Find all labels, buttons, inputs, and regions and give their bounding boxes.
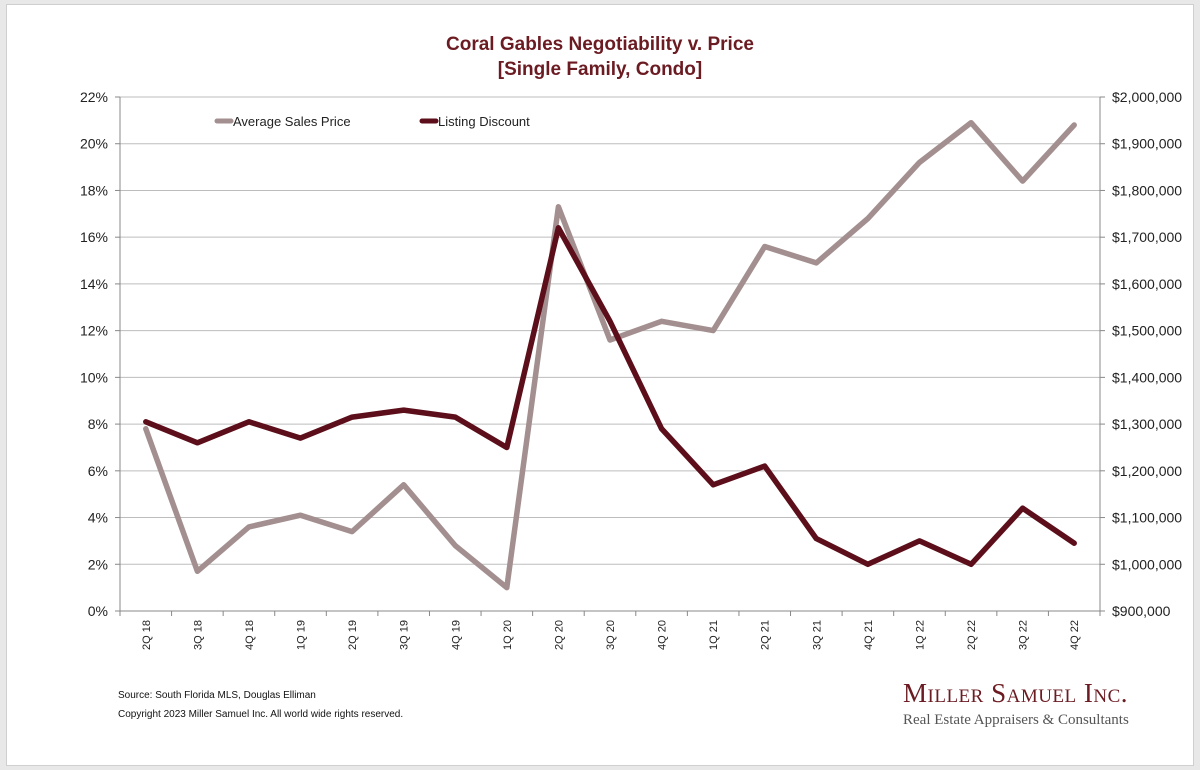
x-tick-label: 2Q 22 [966,620,978,650]
chart-frame [6,4,1194,766]
right-tick-label: $2,000,000 [1112,89,1182,105]
right-tick-label: $1,700,000 [1112,229,1182,245]
left-tick-label: 6% [88,463,108,479]
left-tick-label: 12% [80,323,108,339]
series-lines [143,119,1077,591]
right-tick-label: $1,200,000 [1112,463,1182,479]
chart-title: Coral Gables Negotiability v. Price [446,34,754,55]
x-tick-label: 2Q 20 [553,620,565,650]
right-tick-label: $900,000 [1112,603,1171,619]
legend-label-listing-discount: Listing Discount [438,114,530,129]
x-tick-label: 3Q 20 [605,620,617,650]
x-tick-label: 2Q 21 [760,620,772,650]
logo-tagline: Real Estate Appraisers & Consultants [903,712,1129,728]
x-tick-label: 3Q 19 [399,620,411,650]
logo-wordmark: Miller Samuel Inc. [903,678,1129,708]
chart-subtitle: [Single Family, Condo] [497,59,703,80]
right-axis-ticks: $900,000 $1,000,000 $1,100,000 $1,200,000 $1… [1112,89,1182,619]
x-tick-label: 4Q 20 [657,620,669,650]
right-tick-label: $1,900,000 [1112,136,1182,152]
left-tick-label: 20% [80,136,108,152]
x-tick-label: 1Q 22 [914,620,926,650]
x-tick-label: 1Q 20 [502,620,514,650]
chart-title-block: Coral Gables Negotiability v. Price [Sin… [0,32,1200,82]
x-axis-ticks: 2Q 18 3Q 18 4Q 18 1Q 19 2Q 19 3Q 19 4Q 19 1Q 20… [141,620,1081,650]
left-tick-label: 16% [80,229,108,245]
x-tick-label: 3Q 18 [192,620,204,650]
left-tick-label: 10% [80,369,108,385]
left-tick-label: 18% [80,182,108,198]
legend-label-average-sales-price: Average Sales Price [233,114,351,129]
gridlines [120,96,1100,612]
right-tick-label: $1,400,000 [1112,369,1182,385]
x-tick-label: 2Q 19 [347,620,359,650]
x-tick-label: 1Q 19 [296,620,308,650]
right-tick-label: $1,600,000 [1112,276,1182,292]
x-tick-label: 3Q 22 [1018,620,1030,650]
right-tick-label: $1,300,000 [1112,416,1182,432]
right-tick-label: $1,500,000 [1112,323,1182,339]
series-line-average-sales-price [143,119,1077,591]
axes [115,96,1105,616]
left-tick-label: 2% [88,556,108,572]
x-tick-label: 4Q 22 [1069,620,1081,650]
legend: Average Sales Price Listing Discount [214,114,530,129]
left-tick-label: 22% [80,89,108,105]
x-tick-label: 4Q 18 [244,620,256,650]
source-note: Source: South Florida MLS, Douglas Ellim… [118,690,316,701]
left-axis-ticks: 0% 2% 4% 6% 8% 10% 12% 14% 16% 18% 20% 22% [80,89,108,619]
x-tick-label: 4Q 19 [450,620,462,650]
series-line-listing-discount [143,225,1077,568]
left-tick-label: 0% [88,603,108,619]
left-tick-label: 14% [80,276,108,292]
x-tick-label: 1Q 21 [708,620,720,650]
right-tick-label: $1,100,000 [1112,510,1182,526]
x-tick-label: 2Q 18 [141,620,153,650]
right-tick-label: $1,000,000 [1112,556,1182,572]
copyright-note: Copyright 2023 Miller Samuel Inc. All wo… [118,709,404,720]
left-tick-label: 4% [88,510,108,526]
right-tick-label: $1,800,000 [1112,182,1182,198]
left-tick-label: 8% [88,416,108,432]
x-tick-label: 3Q 21 [811,620,823,650]
x-tick-label: 4Q 21 [863,620,875,650]
